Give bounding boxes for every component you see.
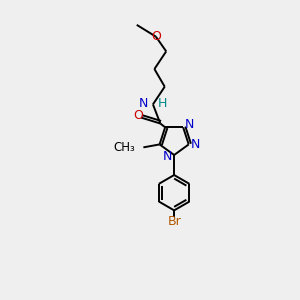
Text: N: N (185, 118, 194, 131)
Text: N: N (163, 150, 172, 163)
Text: H: H (158, 97, 168, 110)
Text: CH₃: CH₃ (113, 141, 135, 154)
Text: N: N (138, 97, 148, 110)
Text: N: N (190, 138, 200, 151)
Text: O: O (133, 109, 143, 122)
Text: O: O (151, 30, 161, 43)
Text: Br: Br (167, 215, 181, 228)
